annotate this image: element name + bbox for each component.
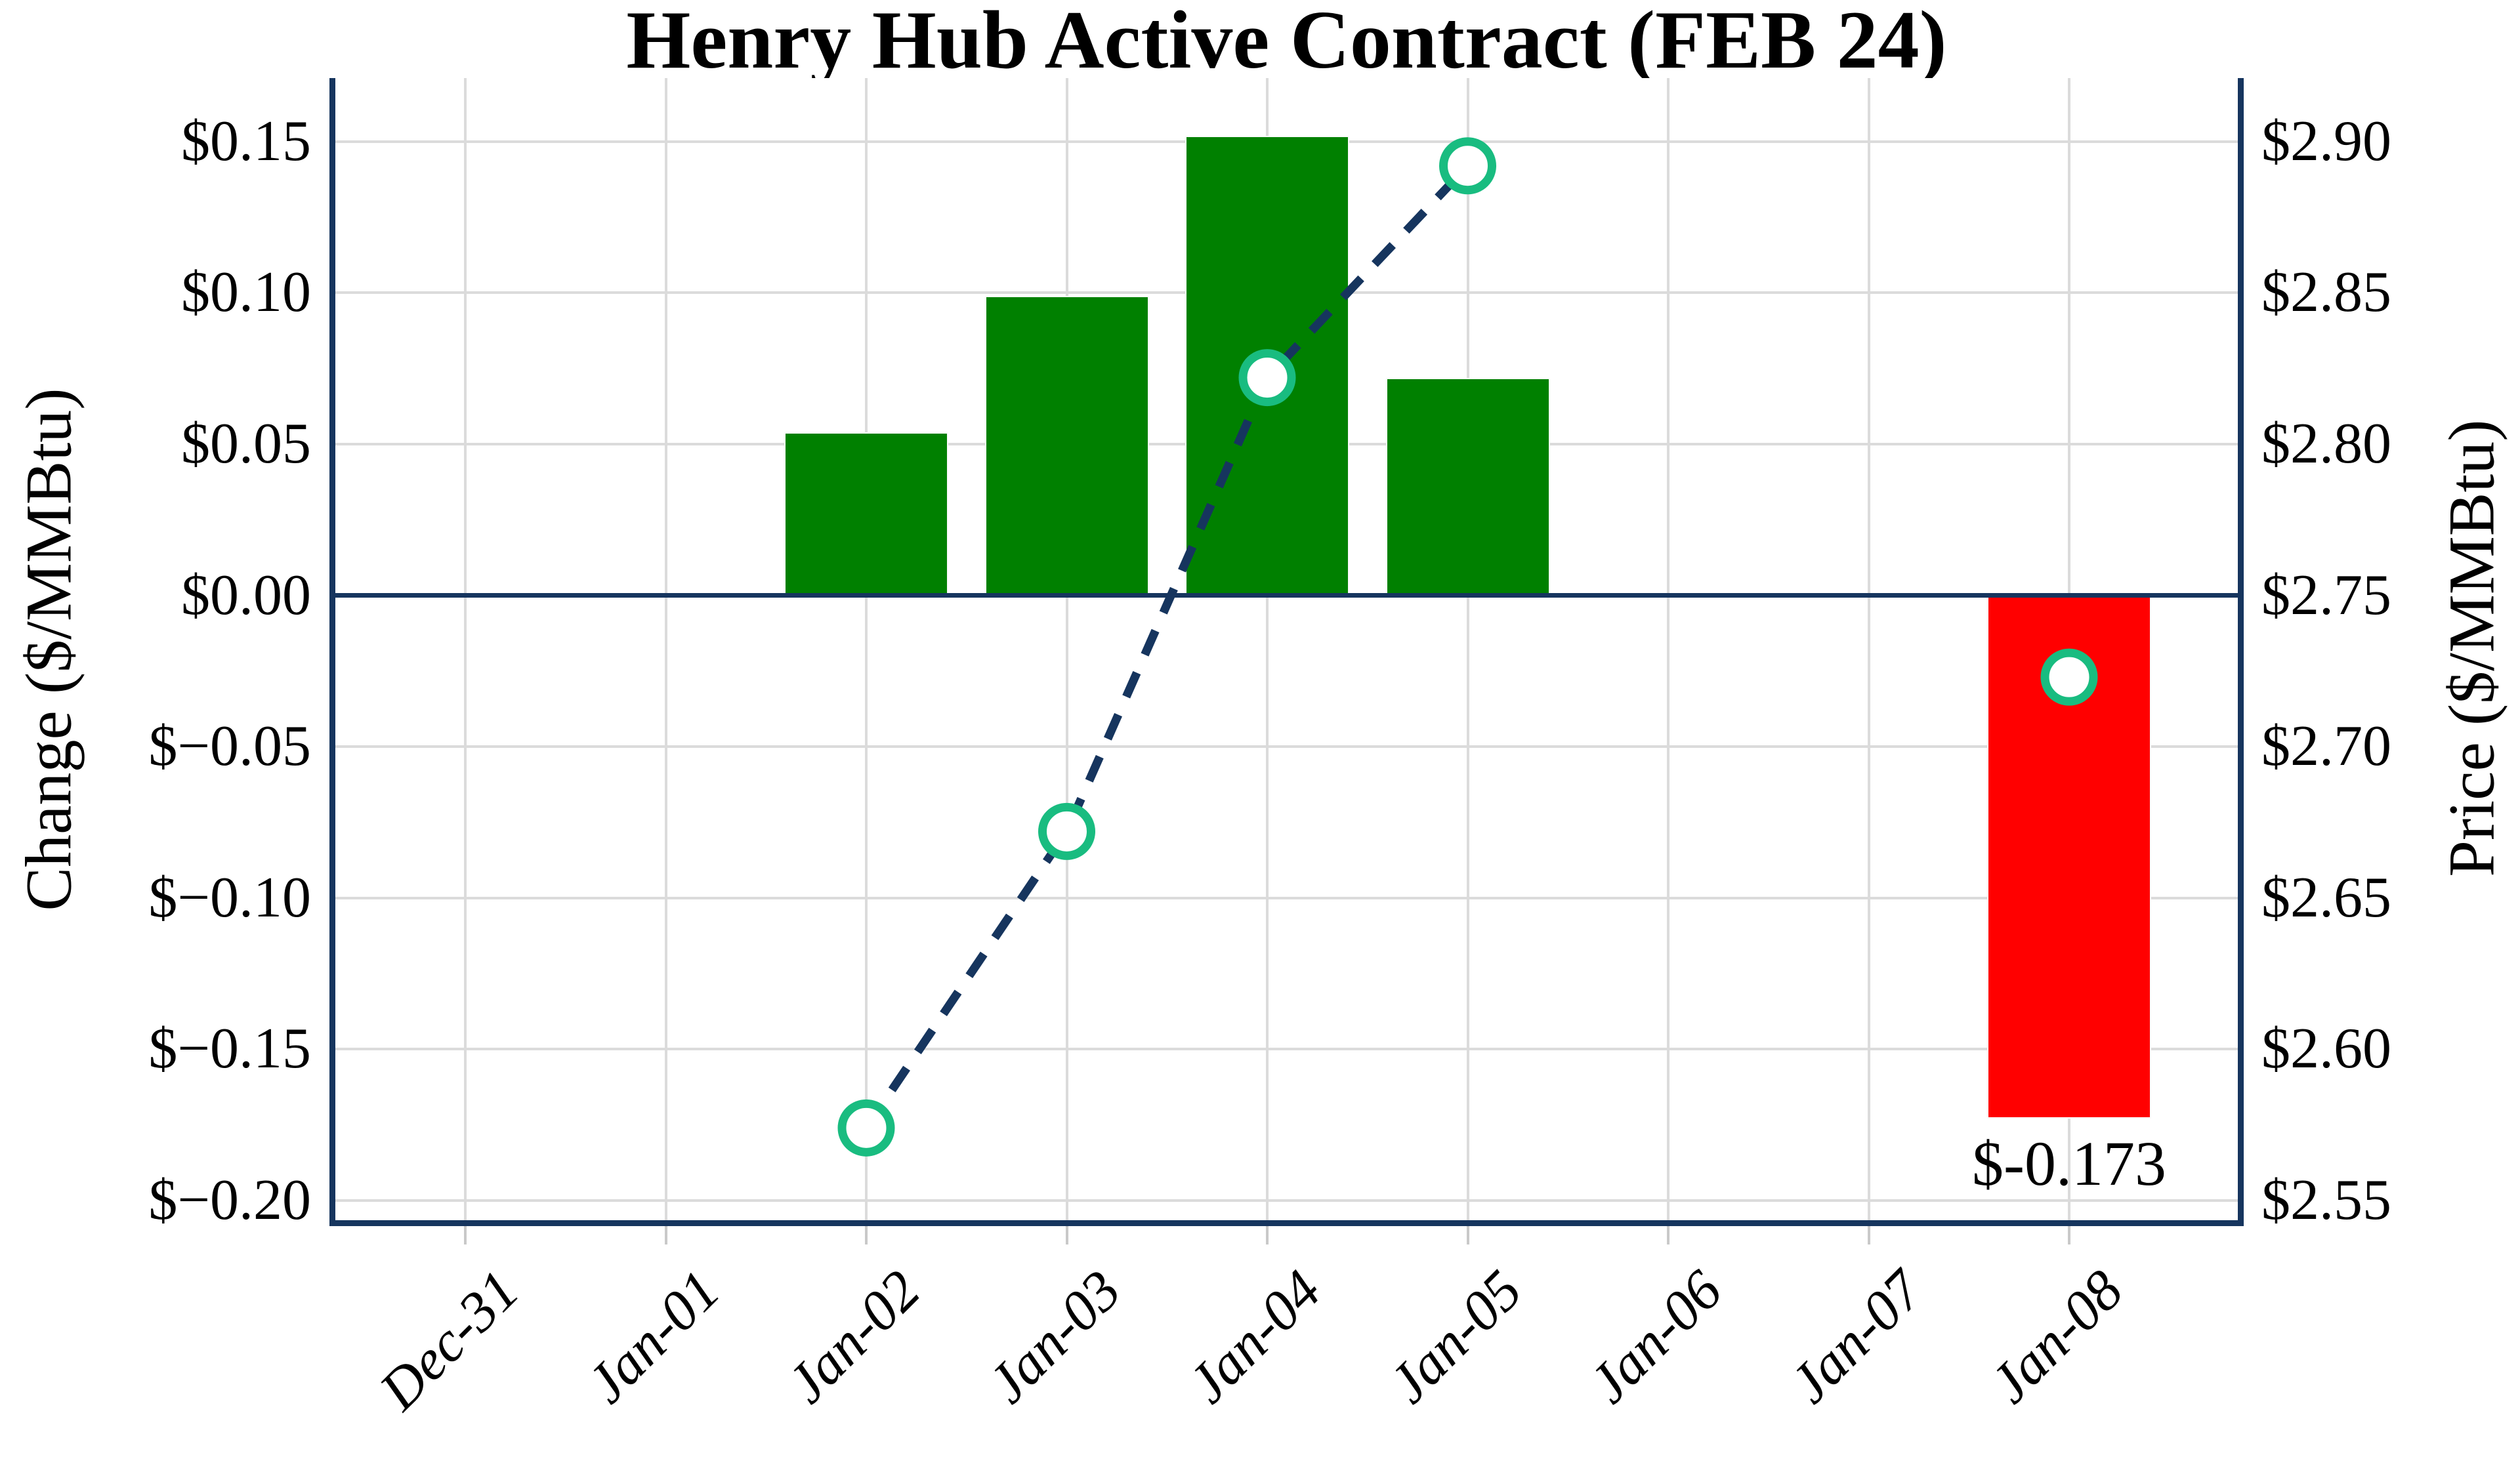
x-axis-tick-label: Dec-31: [367, 1258, 532, 1422]
left-axis-tick-label: $−0.05: [148, 714, 311, 779]
x-axis-tick-label: Jan-04: [1175, 1258, 1334, 1415]
right-axis-tick-label: $2.65: [2261, 865, 2391, 930]
x-axis-tick-label: Jan-02: [774, 1258, 933, 1415]
change-bar: [784, 432, 948, 596]
change-bar: [1987, 595, 2151, 1119]
x-axis-tick-label: Jan-08: [1977, 1258, 2135, 1415]
change-bar: [1185, 135, 1349, 596]
chart-title: Henry Hub Active Contract (FEB 24): [626, 0, 1947, 86]
x-gridline: [865, 78, 868, 1220]
x-axis-tick: [1266, 1226, 1269, 1244]
left-spine: [329, 78, 335, 1226]
y-gridline: [335, 1199, 2238, 1202]
change-bar: [984, 296, 1149, 596]
x-gridline: [1667, 78, 1670, 1220]
right-axis-tick-label: $2.85: [2261, 260, 2391, 325]
right-spine: [2238, 78, 2244, 1226]
left-axis-tick-label: $0.00: [181, 563, 311, 627]
right-axis-tick-label: $2.55: [2261, 1168, 2391, 1233]
x-axis-tick: [464, 1226, 467, 1244]
y-gridline: [335, 896, 2238, 899]
left-axis-tick-label: $0.05: [181, 412, 311, 476]
x-gridline: [664, 78, 667, 1220]
bottom-spine: [329, 1220, 2244, 1226]
x-axis-tick: [1667, 1226, 1670, 1244]
x-axis-tick: [664, 1226, 667, 1244]
x-axis-tick: [1466, 1226, 1469, 1244]
left-axis-tick-label: $0.15: [181, 109, 311, 173]
right-axis-tick-label: $2.90: [2261, 109, 2391, 173]
x-gridline: [464, 78, 467, 1220]
change-bar: [1385, 377, 1550, 596]
right-axis-title: Price ($/MMBtu): [2435, 419, 2508, 877]
x-axis-tick: [865, 1226, 868, 1244]
x-axis-tick: [1065, 1226, 1068, 1244]
right-axis-tick-label: $2.60: [2261, 1017, 2391, 1081]
right-axis-tick-label: $2.70: [2261, 714, 2391, 779]
y-gridline: [335, 745, 2238, 749]
x-axis-tick-label: Jan-03: [975, 1258, 1133, 1415]
right-axis-tick-label: $2.80: [2261, 412, 2391, 476]
x-axis-tick-label: Jan-05: [1376, 1258, 1534, 1415]
x-axis-tick-label: Jan-01: [574, 1258, 732, 1415]
x-axis-tick-label: Jan-06: [1576, 1258, 1734, 1415]
x-gridline: [1867, 78, 1870, 1220]
x-axis-tick: [2068, 1226, 2070, 1244]
x-gridline: [1065, 78, 1068, 1220]
x-axis-tick-label: Jan-07: [1777, 1258, 1935, 1415]
left-axis-tick-label: $−0.15: [148, 1017, 311, 1081]
x-gridline: [1466, 78, 1469, 1220]
x-axis-tick: [1867, 1226, 1870, 1244]
left-axis-tick-label: $0.10: [181, 260, 311, 325]
left-axis-tick-label: $−0.10: [148, 865, 311, 930]
bar-value-label: $-0.173: [1972, 1128, 2166, 1199]
zero-line: [335, 593, 2238, 598]
y-gridline: [335, 1048, 2238, 1051]
right-axis-tick-label: $2.75: [2261, 563, 2391, 627]
left-axis-tick-label: $−0.20: [148, 1168, 311, 1233]
